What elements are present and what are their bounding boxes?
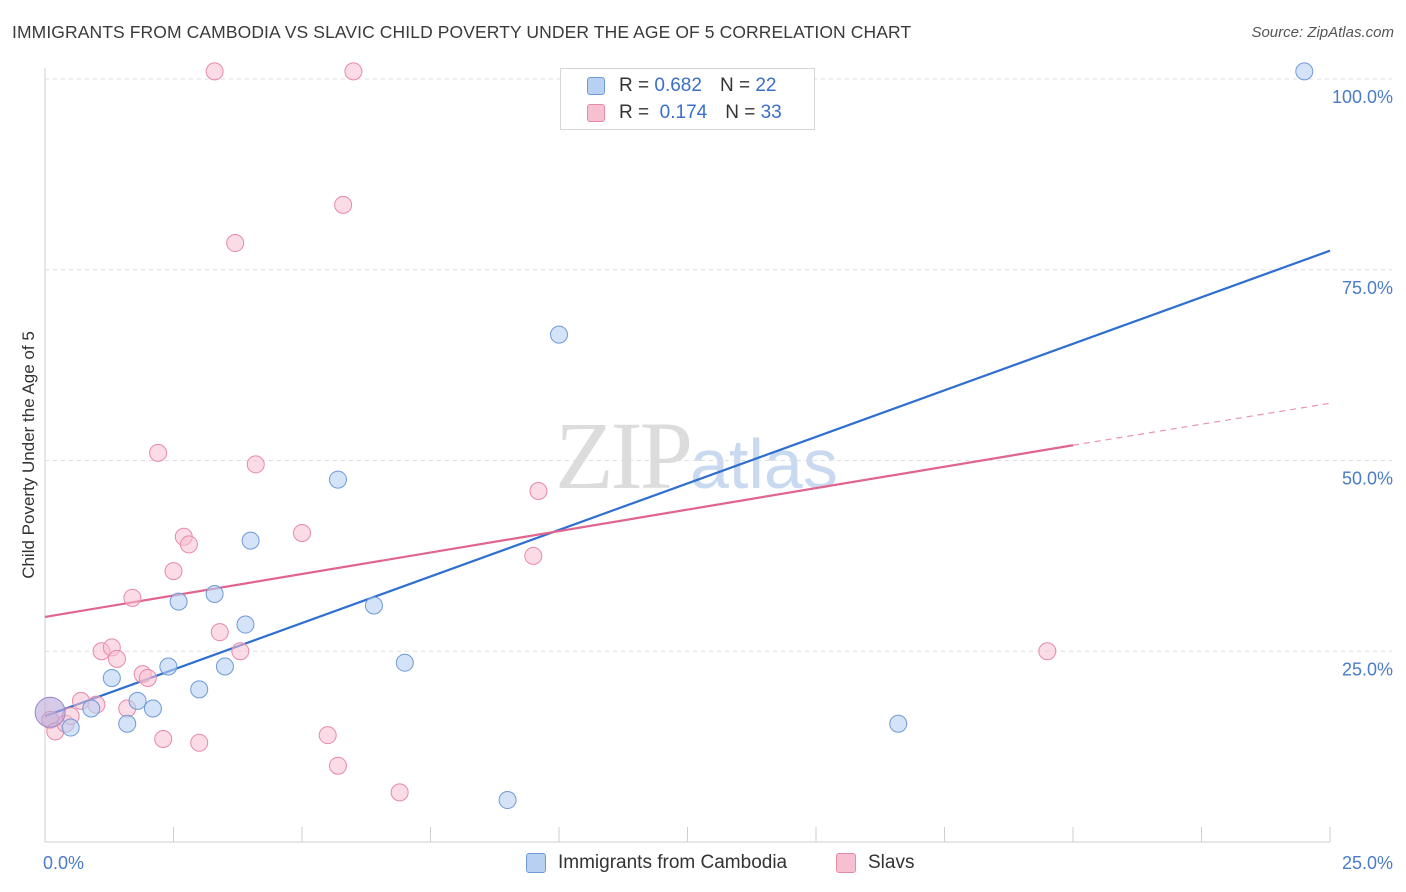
point-layer (34, 62, 1314, 810)
point-slavs (344, 62, 363, 81)
point-cambodia (215, 657, 234, 676)
y-tick-label: 25.0% (1342, 659, 1393, 679)
point-slavs (138, 668, 157, 687)
point-cambodia (236, 615, 255, 634)
legend-n-label: N = (725, 102, 756, 123)
point-cambodia (395, 653, 414, 672)
point-slavs (205, 62, 224, 81)
point-slavs (154, 729, 173, 748)
legend-swatch-slavs (587, 104, 605, 122)
series-swatch-cambodia (526, 853, 546, 873)
point-slavs (334, 195, 353, 214)
point-cambodia (241, 531, 260, 550)
x-tick-label-end: 25.0% (1342, 853, 1393, 873)
legend-r-value: 0.682 (654, 75, 702, 96)
y-tick-label: 50.0% (1342, 469, 1393, 489)
series-label-cambodia: Immigrants from Cambodia (558, 852, 788, 873)
point-slavs (179, 535, 198, 554)
legend-n-label: N = (719, 75, 751, 96)
point-slavs (226, 234, 245, 253)
series-swatch-slavs (836, 853, 856, 873)
point-cambodia (102, 668, 121, 687)
point-cambodia (364, 596, 383, 615)
legend-row-cambodia: R = 0.682 N = 22 (587, 74, 776, 98)
y-tick-label: 75.0% (1342, 278, 1393, 298)
point-slavs (123, 588, 142, 607)
point-cambodia (550, 325, 568, 344)
series-legend-slavs: Slavs (836, 852, 914, 874)
watermark-zip: ZIP (555, 402, 693, 509)
point-slavs (318, 726, 337, 745)
trendline-slavs (44, 444, 1074, 618)
point-slavs (328, 756, 347, 775)
x-tick-label-start: 0.0% (43, 853, 84, 873)
point-cambodia (143, 699, 162, 718)
chart-title: IMMIGRANTS FROM CAMBODIA VS SLAVIC CHILD… (12, 22, 912, 42)
point-cambodia (118, 714, 137, 733)
trendline-cambodia (44, 249, 1331, 718)
correlation-legend: R = 0.682 N = 22 R = 0.174 N = 33 (560, 68, 815, 130)
point-slavs (1038, 642, 1057, 661)
axis-layer (44, 68, 1331, 843)
point-slavs (231, 642, 250, 661)
legend-r-value: 0.174 (659, 102, 708, 123)
grid-layer (45, 78, 1392, 652)
point-slavs (524, 546, 543, 565)
y-axis-title: Child Poverty Under the Age of 5 (19, 331, 38, 579)
legend-row-slavs: R = 0.174 N = 33 (587, 101, 782, 125)
point-cambodia (159, 657, 178, 676)
y-tick-label: 100.0% (1332, 87, 1393, 107)
source-label: Source: ZipAtlas.com (1251, 24, 1394, 41)
legend-r-label: R = (619, 102, 650, 123)
point-cambodia (128, 691, 147, 710)
point-cambodia (82, 699, 101, 718)
point-cambodia (190, 680, 209, 699)
point-cambodia (169, 592, 188, 611)
point-cambodia (61, 718, 80, 737)
point-slavs (190, 733, 209, 752)
legend-n-value: 22 (755, 75, 777, 96)
point-slavs (529, 482, 548, 501)
point-slavs (107, 649, 126, 668)
trendline-slavs-extension (1072, 402, 1331, 446)
series-legend-cambodia: Immigrants from Cambodia (526, 852, 787, 874)
point-slavs (246, 455, 265, 474)
point-slavs (390, 783, 409, 802)
point-cambodia (328, 470, 347, 489)
series-legend: Immigrants from Cambodia Slavs (0, 852, 1406, 878)
legend-n-value: 33 (760, 102, 782, 123)
point-cambodia (889, 714, 908, 733)
series-label-slavs: Slavs (868, 852, 915, 873)
legend-r-label: R = (619, 75, 650, 96)
point-slavs (164, 562, 183, 581)
point-cambodia (1295, 62, 1314, 81)
legend-swatch-cambodia (587, 77, 605, 95)
point-cambodia (34, 696, 66, 728)
point-slavs (149, 443, 168, 462)
point-cambodia (205, 585, 224, 604)
point-slavs (210, 623, 229, 642)
point-cambodia (498, 791, 517, 810)
point-slavs (293, 523, 311, 542)
label-layer: 25.0% 50.0% 75.0% 100.0% 0.0% 25.0% Child Pove… (19, 87, 1393, 873)
